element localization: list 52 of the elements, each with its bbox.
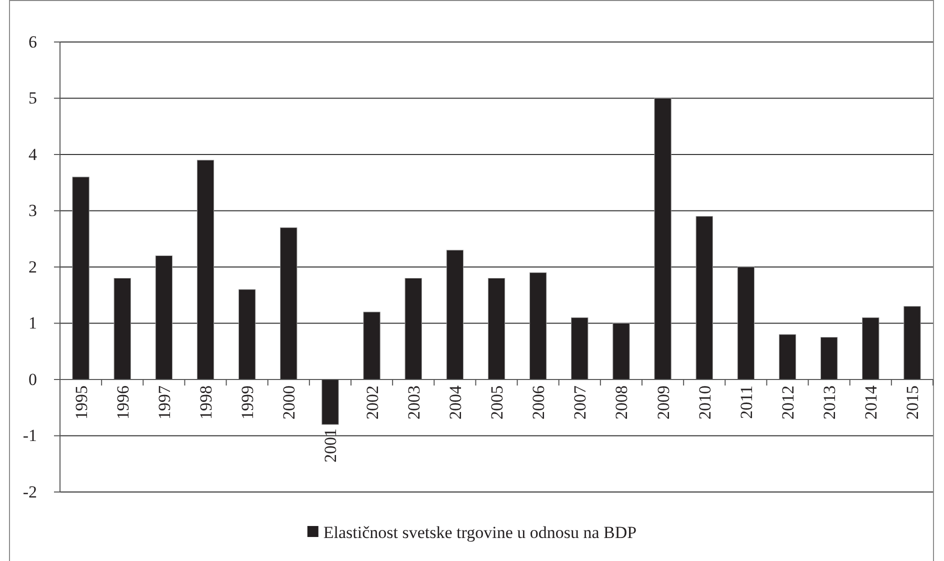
x-tick-label: 2001 [321, 428, 340, 462]
bar [612, 323, 630, 380]
bar [155, 256, 172, 380]
bar [862, 317, 880, 380]
bar [530, 272, 547, 380]
y-tick-label: 3 [28, 201, 37, 220]
x-tick-label: 2003 [404, 386, 424, 420]
y-tick-label: 5 [28, 88, 37, 108]
bar [654, 98, 672, 380]
x-tick-label: 2007 [570, 385, 590, 420]
x-tick-label: 2011 [736, 386, 756, 419]
y-tick-label: 1 [28, 314, 37, 333]
bar [238, 289, 256, 380]
x-tick-label: 2015 [903, 386, 922, 420]
bar [196, 160, 214, 380]
bar [696, 216, 713, 380]
x-tick-label: 2005 [488, 386, 506, 420]
x-tick-label: 2010 [695, 386, 714, 420]
y-tick-label: 2 [28, 257, 37, 276]
legend-label: Elastičnost svetske trgovine u odnosu na BDP [323, 523, 637, 542]
y-tick-label: 0 [28, 370, 37, 389]
x-tick-label: 2002 [362, 386, 382, 420]
y-tick-label: -2 [22, 482, 37, 502]
bar [488, 278, 506, 380]
bar [904, 306, 921, 380]
x-tick-label: 1998 [196, 386, 216, 420]
bar [72, 176, 90, 380]
bar [446, 250, 464, 380]
bar [571, 317, 588, 380]
x-tick-label: 2004 [446, 385, 465, 420]
bar [820, 337, 838, 380]
x-tick-label: 1999 [238, 386, 258, 420]
x-tick-label: 2000 [280, 386, 299, 420]
y-tick-label: -1 [22, 426, 37, 446]
bar [114, 278, 131, 380]
bar [404, 278, 422, 380]
x-tick-label: 1997 [154, 385, 174, 420]
bar [778, 334, 796, 380]
bar [280, 227, 298, 380]
x-tick-label: 1996 [113, 386, 132, 420]
x-tick-label: 2009 [654, 386, 673, 420]
x-tick-label: 2014 [862, 385, 881, 420]
x-tick-label: 2008 [612, 386, 632, 420]
y-tick-label: 6 [28, 32, 37, 52]
bar [363, 312, 380, 380]
x-tick-label: 2013 [820, 386, 840, 420]
x-tick-label: 1995 [72, 386, 91, 420]
bar [322, 379, 339, 425]
x-tick-label: 2012 [778, 386, 798, 420]
x-tick-label: 2006 [529, 386, 548, 420]
bar [737, 266, 754, 380]
y-tick-label: 4 [28, 144, 38, 164]
